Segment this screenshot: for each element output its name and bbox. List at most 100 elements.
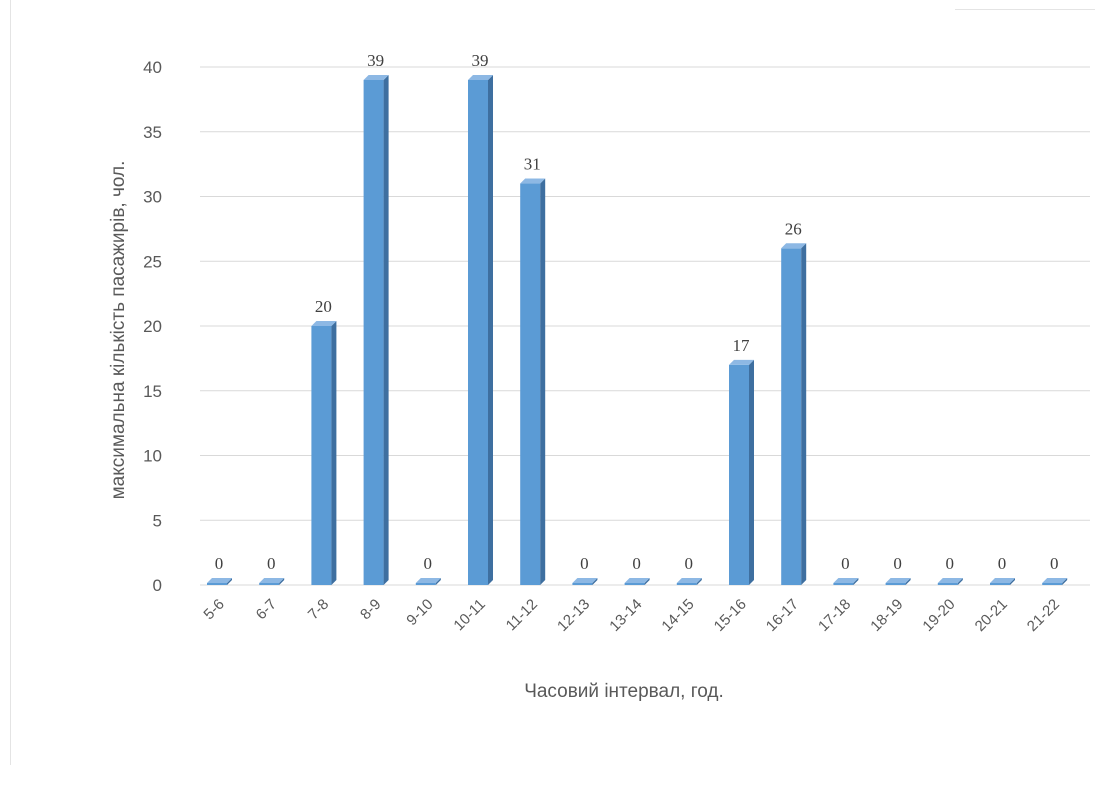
bar-side xyxy=(749,359,754,585)
bar-top xyxy=(676,578,702,583)
bar-top xyxy=(624,578,650,583)
bar-side xyxy=(435,578,441,585)
bars xyxy=(207,74,1068,586)
x-tick-label: 20-21 xyxy=(972,596,1011,635)
x-tick-label: 17-18 xyxy=(815,596,854,635)
data-label: 0 xyxy=(998,554,1007,573)
data-label: 26 xyxy=(785,219,802,238)
bar xyxy=(885,578,911,585)
y-tick-label: 30 xyxy=(143,188,162,207)
bar-top xyxy=(259,578,285,583)
bar-top xyxy=(363,74,389,80)
bar-front xyxy=(520,183,541,586)
data-label: 0 xyxy=(580,554,589,573)
data-label: 31 xyxy=(524,155,541,174)
bar-side xyxy=(905,578,911,585)
bar-front xyxy=(207,583,227,585)
bar xyxy=(363,74,389,585)
bar-top xyxy=(468,74,493,80)
x-tick-label: 7-8 xyxy=(305,596,332,623)
y-axis-ticks: 0 5 10 15 20 25 30 35 40 xyxy=(143,58,162,595)
bar-front xyxy=(415,583,436,585)
frame-left-border xyxy=(10,0,11,765)
bar-side xyxy=(801,243,807,586)
bar-side xyxy=(1010,578,1015,585)
bar-front xyxy=(259,583,280,585)
x-tick-label: 8-9 xyxy=(357,596,384,623)
bar-top xyxy=(885,578,911,583)
data-label: 39 xyxy=(472,51,489,70)
x-tick-label: 9-10 xyxy=(403,596,436,629)
x-tick-label: 19-20 xyxy=(919,596,958,635)
bar-side xyxy=(1062,578,1068,585)
x-tick-label: 5-6 xyxy=(200,596,227,623)
bar xyxy=(207,578,232,585)
x-tick-label: 14-15 xyxy=(658,596,697,635)
data-label: 0 xyxy=(632,554,641,573)
bar-side xyxy=(592,578,598,585)
data-label: 0 xyxy=(946,554,955,573)
y-axis-label: максимальна кількість пасажирів, чол. xyxy=(108,161,129,500)
x-tick-label: 13-14 xyxy=(606,596,645,635)
bar-front xyxy=(363,79,384,585)
bar-top xyxy=(937,578,963,583)
bar-top xyxy=(833,578,859,583)
y-tick-label: 20 xyxy=(143,317,162,336)
y-tick-label: 10 xyxy=(143,447,162,466)
bar xyxy=(415,578,441,585)
x-tick-label: 11-12 xyxy=(503,596,541,634)
bar-front xyxy=(833,583,854,585)
bar-side xyxy=(279,578,285,585)
x-tick-label: 16-17 xyxy=(763,596,802,635)
x-tick-label: 18-19 xyxy=(867,596,906,635)
data-label: 0 xyxy=(893,554,902,573)
bar-top xyxy=(1042,578,1068,583)
y-tick-label: 15 xyxy=(143,382,162,401)
bar xyxy=(468,74,493,585)
y-tick-label: 40 xyxy=(143,58,162,77)
x-tick-label: 10-11 xyxy=(450,596,488,634)
bar xyxy=(1042,578,1068,585)
bar-top xyxy=(572,578,598,583)
data-labels: 0 0 20 39 0 39 31 0 0 0 17 26 0 0 0 0 0 xyxy=(215,51,1059,573)
bar-front xyxy=(468,79,488,585)
y-tick-label: 35 xyxy=(143,123,162,142)
data-label: 0 xyxy=(215,554,224,573)
bar-top xyxy=(311,321,337,326)
bar-top xyxy=(520,178,546,184)
bar-top xyxy=(207,578,232,583)
bar-front xyxy=(1042,583,1063,585)
bar-top xyxy=(990,578,1015,583)
bar-front xyxy=(572,583,593,585)
data-label: 0 xyxy=(1050,554,1059,573)
bar xyxy=(676,578,702,585)
bar xyxy=(311,321,337,585)
bar-side xyxy=(696,578,702,585)
bar-front xyxy=(624,583,645,585)
x-axis-label: Часовий інтервал, год. xyxy=(524,681,724,702)
bar xyxy=(990,578,1015,585)
bar xyxy=(259,578,285,585)
x-tick-label: 12-13 xyxy=(554,596,593,635)
x-tick-label: 6-7 xyxy=(253,596,280,623)
bar-top xyxy=(729,359,754,365)
y-tick-label: 5 xyxy=(153,511,162,530)
bar-side xyxy=(331,321,337,585)
bar-front xyxy=(311,326,332,585)
bar xyxy=(781,243,807,586)
y-tick-label: 25 xyxy=(143,252,162,271)
data-label: 0 xyxy=(841,554,850,573)
bar-front xyxy=(781,248,802,586)
bar-top xyxy=(781,243,807,249)
bar xyxy=(520,178,546,586)
data-label: 0 xyxy=(685,554,694,573)
bar xyxy=(729,359,754,585)
bar-front xyxy=(729,364,749,585)
data-label: 17 xyxy=(733,336,751,355)
bar-front xyxy=(676,583,697,585)
x-tick-label: 15-16 xyxy=(711,596,750,635)
x-axis-ticks: 5-6 6-7 7-8 8-9 9-10 10-11 11-12 12-13 13-14 14-1… xyxy=(200,596,1063,635)
gridlines xyxy=(200,66,1090,586)
bar xyxy=(624,578,650,585)
